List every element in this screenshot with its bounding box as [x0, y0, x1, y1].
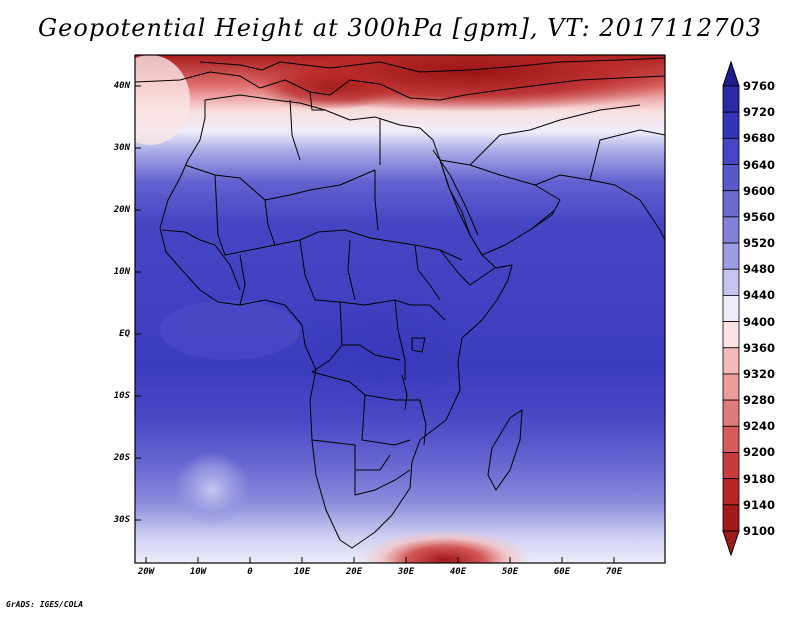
lat-label: 20N [113, 205, 130, 215]
colorbar-level-label: 9240 [743, 419, 776, 434]
colorbar-level-label: 9560 [743, 209, 776, 224]
lat-label: 10S [113, 391, 130, 401]
colorbar-level-label: 9200 [743, 445, 776, 460]
colorbar-level-label: 9640 [743, 157, 776, 172]
colorbar-cell [722, 504, 740, 532]
colorbar-cell [722, 85, 740, 113]
lat-label: EQ [119, 329, 130, 339]
colorbar-level-label: 9480 [743, 262, 776, 277]
lon-label: 20E [345, 567, 363, 577]
colorbar-arrow-top [722, 60, 740, 87]
colorbar-arrow-bottom [722, 530, 740, 557]
colorbar-cell [722, 452, 740, 480]
colorbar-level-label: 9280 [743, 393, 776, 408]
colorbar-cell [722, 425, 740, 453]
lon-label: 50E [501, 567, 519, 577]
colorbar-cell [722, 111, 740, 139]
lon-label: 60E [553, 567, 571, 577]
colorbar-level-label: 9440 [743, 288, 776, 303]
colorbar-level-label: 9720 [743, 105, 776, 120]
colorbar-level-label: 9600 [743, 183, 776, 198]
lat-label: 30S [113, 515, 130, 525]
colorbar-cell [722, 295, 740, 322]
lat-label: 10N [113, 267, 130, 277]
height-field [135, 55, 665, 563]
chart-title: Geopotential Height at 300hPa [gpm], VT:… [38, 14, 762, 42]
lon-label: 40E [449, 567, 467, 577]
colorbar-cell [722, 321, 740, 349]
colorbar-cell [722, 373, 740, 401]
lon-label: 30E [397, 567, 415, 577]
colorbar-level-label: 9520 [743, 236, 776, 251]
lon-label: 0 [247, 567, 253, 577]
colorbar-cell [722, 216, 740, 244]
colorbar-cell [722, 268, 740, 296]
lon-label: 20W [137, 567, 155, 577]
lat-label: 30N [113, 143, 130, 153]
colorbar-cell [722, 478, 740, 506]
colorbar-level-label: 9400 [743, 314, 776, 329]
lat-label: 20S [113, 453, 130, 463]
coastlines [135, 57, 665, 549]
plot-frame [134, 54, 666, 564]
lon-label: 10W [189, 567, 207, 577]
colorbar-cell [722, 242, 740, 270]
lat-label: 40N [113, 81, 130, 91]
lon-label: 10E [293, 567, 311, 577]
colorbar-level-label: 9100 [743, 524, 776, 538]
colorbar-level-label: 9360 [743, 340, 776, 355]
colorbar-cell [722, 137, 740, 165]
colorbar-cell [722, 190, 740, 218]
colorbar-level-label: 9680 [743, 131, 776, 146]
colorbar-level-label: 9180 [743, 471, 776, 486]
colorbar [722, 60, 740, 557]
colorbar-cell [722, 399, 740, 427]
colorbar-cell [722, 347, 740, 375]
lon-label: 70E [605, 567, 623, 577]
colorbar-level-label: 9140 [743, 497, 776, 512]
colorbar-level-label: 9320 [743, 366, 776, 381]
axis-ticks [135, 85, 615, 563]
colorbar-level-label: 9760 [743, 79, 776, 93]
colorbar-cell [722, 164, 740, 192]
credit-text: GrADS: IGES/COLA [6, 600, 84, 609]
